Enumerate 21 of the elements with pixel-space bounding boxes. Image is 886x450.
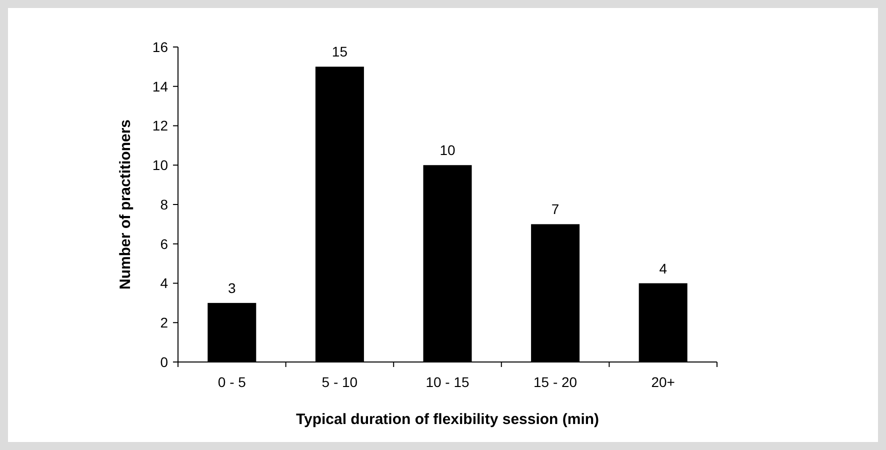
data-label: 7	[551, 201, 560, 218]
y-tick-label: 4	[160, 275, 168, 292]
x-tick-label: 0 - 5	[218, 374, 246, 390]
y-tick-label: 6	[160, 236, 168, 252]
x-tick-label: 15 - 20	[534, 374, 578, 390]
x-tick-label: 20+	[651, 374, 675, 390]
y-tick-label: 0	[160, 354, 168, 370]
y-tick-label: 12	[152, 118, 168, 134]
y-tick-label: 14	[152, 78, 168, 94]
data-label: 4	[659, 260, 668, 276]
data-label: 10	[440, 142, 456, 158]
y-axis-title: Number of practitioners	[117, 119, 134, 290]
y-tick-label: 8	[160, 196, 168, 212]
x-axis-title: Typical duration of flexibility session (min)	[296, 411, 600, 428]
data-label: 3	[228, 280, 236, 296]
x-tick-label: 5 - 10	[322, 374, 358, 390]
y-tick-label: 10	[152, 157, 168, 174]
y-tick-label: 2	[160, 314, 168, 331]
data-label: 15	[332, 44, 348, 60]
x-tick-label: 10 - 15	[426, 374, 470, 390]
y-tick-label: 16	[152, 38, 168, 55]
